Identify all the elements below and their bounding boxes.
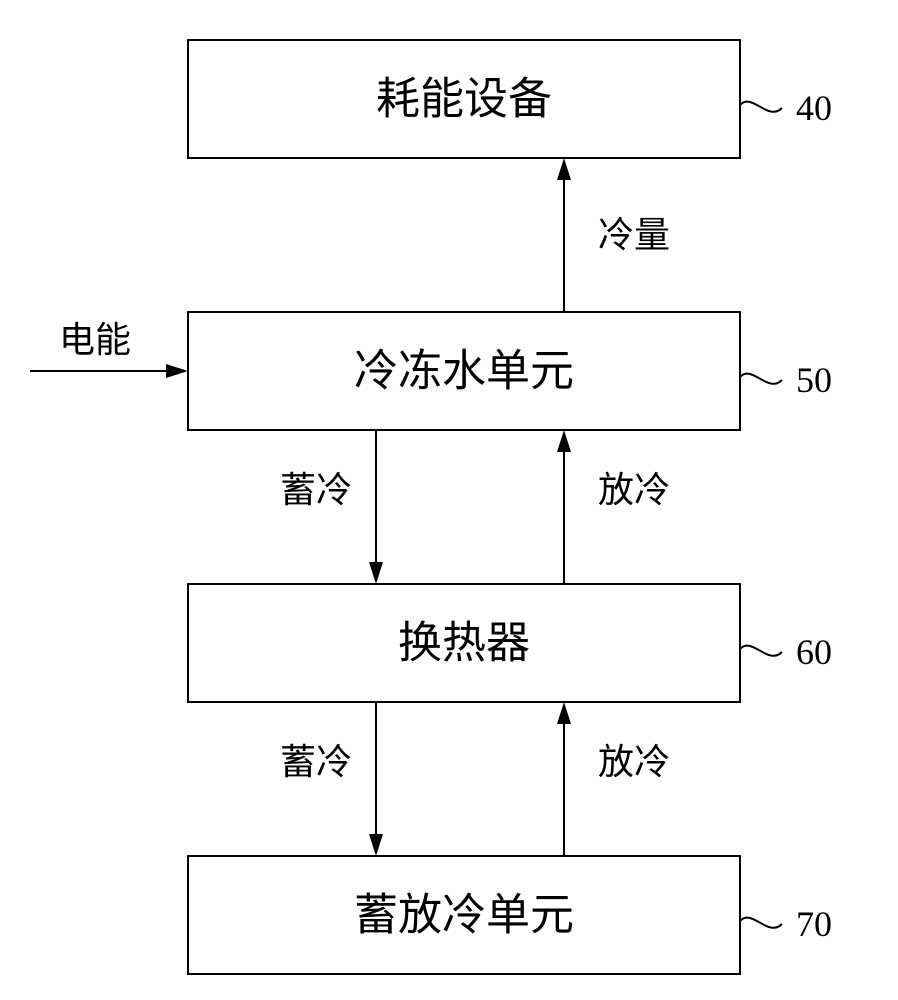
edge-label: 放冷	[598, 470, 670, 510]
node-label: 冷冻水单元	[354, 347, 574, 396]
edge-arrowhead	[557, 430, 571, 452]
ref-mark	[740, 102, 782, 112]
edge-arrowhead	[557, 158, 571, 180]
edge-arrowhead	[166, 364, 188, 378]
ref-number: 50	[796, 360, 832, 400]
edge-label: 蓄冷	[280, 742, 352, 782]
node-label: 耗能设备	[376, 75, 552, 124]
edges-layer: 电能冷量蓄冷放冷蓄冷放冷	[30, 158, 670, 856]
edge-label: 电能	[59, 320, 131, 360]
node-n50: 冷冻水单元	[188, 312, 740, 430]
edge-arrowhead	[369, 562, 383, 584]
ref-number: 70	[796, 904, 832, 944]
ref-number: 40	[796, 88, 832, 128]
node-n40: 耗能设备	[188, 40, 740, 158]
ref-mark	[740, 918, 782, 928]
edge-label: 冷量	[598, 215, 670, 255]
node-n70: 蓄放冷单元	[188, 856, 740, 974]
ref-mark	[740, 646, 782, 656]
node-label: 蓄放冷单元	[354, 891, 574, 940]
edge-arrowhead	[369, 834, 383, 856]
ref-mark	[740, 374, 782, 384]
edge-arrowhead	[557, 702, 571, 724]
node-n60: 换热器	[188, 584, 740, 702]
edge-label: 蓄冷	[280, 470, 352, 510]
edge-label: 放冷	[598, 742, 670, 782]
node-label: 换热器	[398, 619, 530, 668]
ref-number: 60	[796, 632, 832, 672]
refs-layer: 40 50 60 70	[740, 88, 832, 944]
flow-diagram: 电能冷量蓄冷放冷蓄冷放冷 耗能设备冷冻水单元换热器蓄放冷单元 40506070	[0, 0, 898, 1000]
